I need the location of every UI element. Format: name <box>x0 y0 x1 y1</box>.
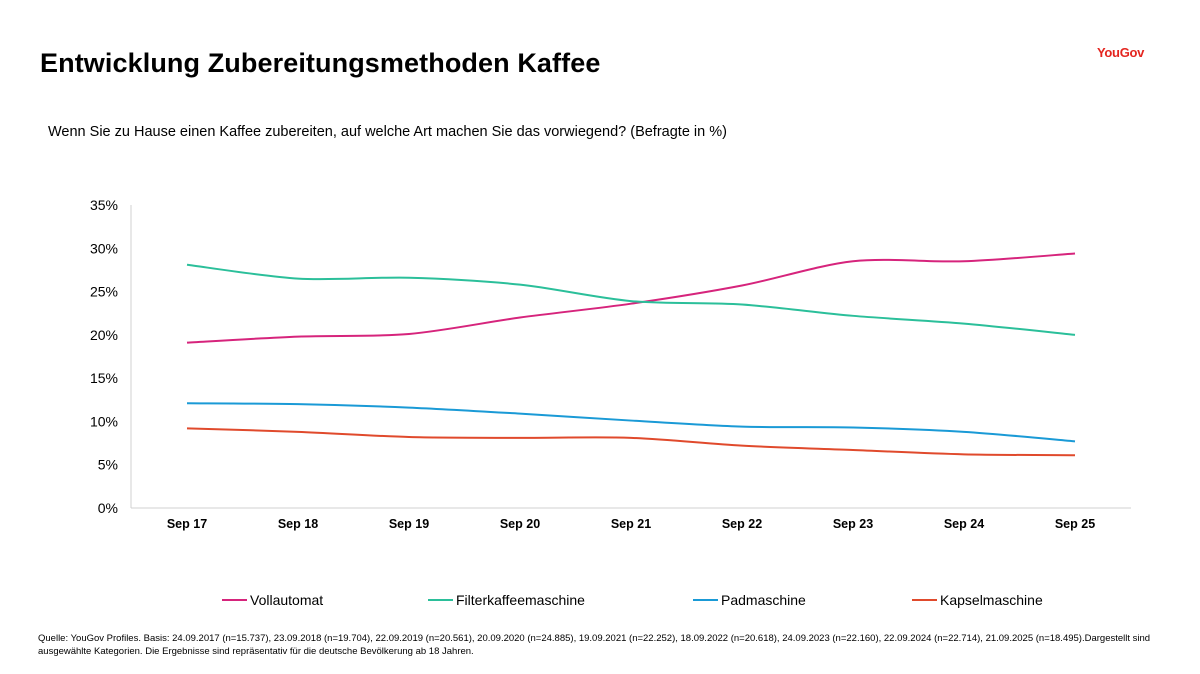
x-tick-label: Sep 23 <box>833 517 873 531</box>
x-tick-label: Sep 18 <box>278 517 318 531</box>
x-tick-label: Sep 24 <box>944 517 984 531</box>
legend-label: Kapselmaschine <box>940 592 1043 608</box>
series-line-kapselmaschine <box>186 427 1076 457</box>
y-tick-label: 10% <box>90 413 118 429</box>
chart-title: Entwicklung Zubereitungsmethoden Kaffee <box>40 48 601 78</box>
series-line-filterkaffeemaschine <box>186 263 1076 336</box>
x-tick-label: Sep 25 <box>1055 517 1095 531</box>
legend-label: Filterkaffeemaschine <box>456 592 585 608</box>
chart-series <box>186 252 1076 457</box>
y-tick-label: 0% <box>98 500 118 516</box>
chart-legend: Vollautomat Filterkaffeemaschine Padmaschi… <box>222 592 1043 608</box>
source-note: Quelle: YouGov Profiles. Basis: 24.09.20… <box>38 633 1151 657</box>
series-line-vollautomat <box>186 252 1076 344</box>
y-tick-label: 5% <box>98 457 118 473</box>
chart-axes: 0% 5% 10% 15% 20% 25% 30% 35% Sep 17 Sep 18 Sep 19… <box>90 197 1131 531</box>
y-tick-label: 15% <box>90 370 118 386</box>
x-tick-label: Sep 20 <box>500 517 540 531</box>
y-tick-label: 20% <box>90 327 118 343</box>
series-line-padmaschine <box>186 402 1076 443</box>
x-tick-label: Sep 22 <box>722 517 762 531</box>
line-chart: 0% 5% 10% 15% 20% 25% 30% 35% Sep 17 Sep 18 Sep 19… <box>90 197 1131 608</box>
legend-label: Padmaschine <box>721 592 806 608</box>
yougov-logo: YouGov <box>1097 45 1145 60</box>
y-tick-label: 30% <box>90 240 118 256</box>
x-tick-label: Sep 19 <box>389 517 429 531</box>
survey-question: Wenn Sie zu Hause einen Kaffee zubereite… <box>48 124 727 140</box>
y-tick-label: 25% <box>90 284 118 300</box>
x-tick-label: Sep 21 <box>611 517 651 531</box>
legend-label: Vollautomat <box>250 592 323 608</box>
y-tick-label: 35% <box>90 197 118 213</box>
x-tick-label: Sep 17 <box>167 517 207 531</box>
